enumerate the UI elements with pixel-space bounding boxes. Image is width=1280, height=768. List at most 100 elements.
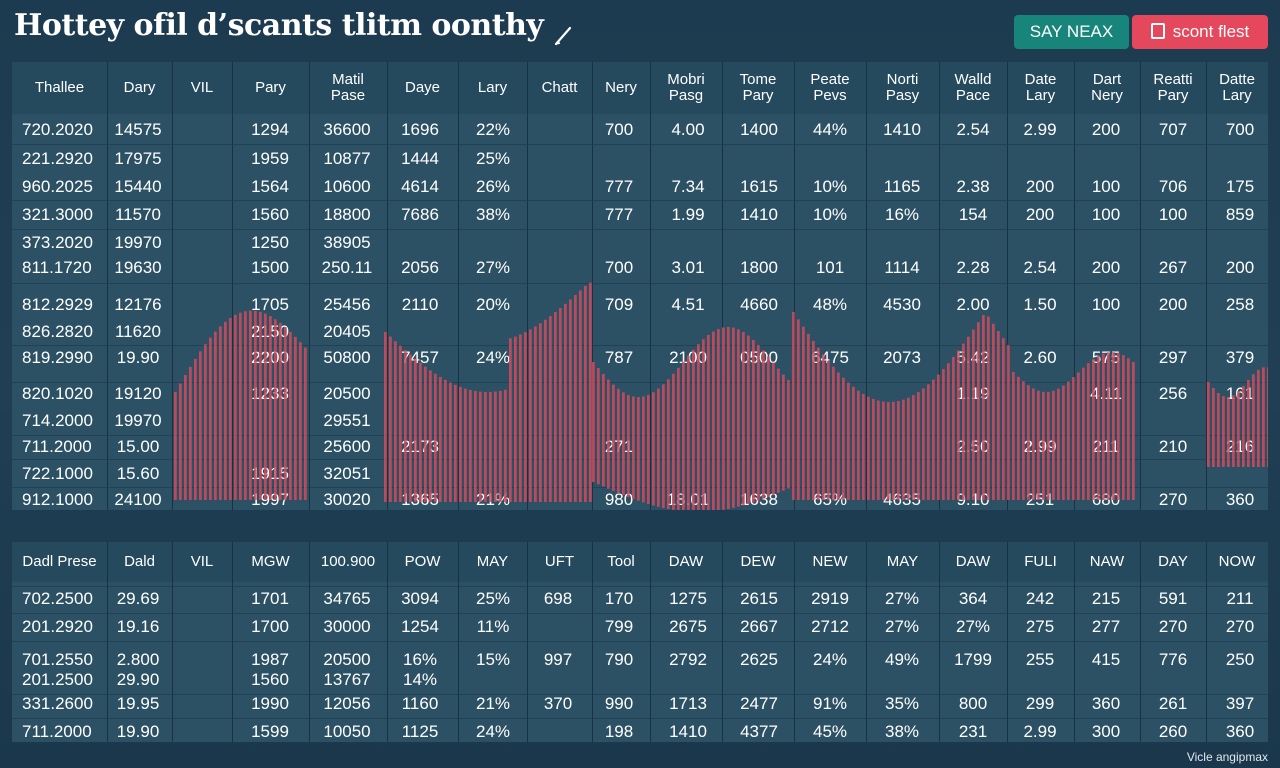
table-cell: 912.1000 <box>22 490 93 509</box>
table-cell: 198 <box>604 722 634 741</box>
column-header[interactable]: Reatti Pary <box>1153 71 1193 104</box>
table-cell: 2.800 <box>116 650 160 669</box>
column-header[interactable]: NOW <box>1218 553 1256 570</box>
table-cell: 2.00 <box>956 295 990 314</box>
table-cell: 2.60 <box>1023 348 1057 367</box>
column-header[interactable]: DAW <box>955 553 991 570</box>
row-separator <box>12 435 1268 436</box>
column-header[interactable]: UFT <box>544 553 575 570</box>
column-header[interactable]: NAW <box>1089 553 1125 570</box>
column-divider <box>1140 62 1141 510</box>
table-cell: 270 <box>1225 617 1255 636</box>
table-cell: 267 <box>1158 258 1188 277</box>
table-cell: 720.2020 <box>22 120 93 139</box>
table-cell: 1987 <box>251 650 289 669</box>
column-divider <box>232 62 233 510</box>
column-header[interactable]: Dald <box>124 553 155 570</box>
column-header[interactable]: Date Lary <box>1024 71 1057 104</box>
column-header[interactable]: Walld Pace <box>954 71 992 104</box>
table-cell: 1294 <box>251 120 289 139</box>
column-divider <box>650 62 651 510</box>
table-cell: 1997 <box>251 490 289 509</box>
table-cell: 277 <box>1091 617 1121 636</box>
column-header[interactable]: Tome Pary <box>739 71 777 104</box>
table-cell: 201.2920 <box>22 617 93 636</box>
column-header[interactable]: MAY <box>476 553 509 570</box>
column-header[interactable]: FULI <box>1024 553 1057 570</box>
table-cell: 2792 <box>669 650 707 669</box>
table-cell: 210 <box>1158 437 1188 456</box>
table-cell: 1365 <box>401 490 439 509</box>
scent-first-button[interactable]: scont flest <box>1132 15 1268 49</box>
table-cell: 26% <box>475 177 511 196</box>
table-cell: 300 <box>1091 722 1121 741</box>
column-header[interactable]: Lary <box>477 79 508 96</box>
row-separator <box>12 487 1268 488</box>
column-header[interactable]: Pary <box>255 79 286 96</box>
table-cell: 1560 <box>251 670 289 689</box>
column-header[interactable]: Nery <box>605 79 637 96</box>
table-cell: 700 <box>604 120 634 139</box>
table-cell: 1564 <box>251 177 289 196</box>
table-cell: 242 <box>1025 589 1055 608</box>
column-header[interactable]: Daye <box>404 79 441 96</box>
column-header[interactable]: Matil Pase <box>330 71 366 104</box>
row-separator <box>12 513 1268 514</box>
table-cell: 49% <box>884 650 920 669</box>
table-cell: 201.2500 <box>22 670 93 689</box>
column-header[interactable]: Datte Lary <box>1219 71 1255 104</box>
table-cell: 1275 <box>669 589 707 608</box>
table-cell: 11% <box>476 617 510 636</box>
table-cell: 16% <box>402 650 438 669</box>
table-cell: 4614 <box>401 177 439 196</box>
column-header[interactable]: Dadl Prese <box>22 553 97 570</box>
table-cell: 2100 <box>669 348 707 367</box>
table-cell: 161 <box>1225 384 1255 403</box>
table-cell: 1500 <box>251 258 289 277</box>
column-header[interactable]: MGW <box>251 553 290 570</box>
column-header[interactable]: VIL <box>190 553 214 570</box>
column-divider <box>387 542 388 742</box>
table-cell: 255 <box>1025 650 1055 669</box>
table-cell: 256 <box>1158 384 1188 403</box>
table-cell: 29551 <box>323 411 371 430</box>
table-cell: 714.2000 <box>22 411 93 430</box>
table-cell: 24% <box>475 722 511 741</box>
table-cell: 1615 <box>740 177 778 196</box>
column-divider <box>1074 542 1075 742</box>
column-header[interactable]: Dary <box>123 79 156 96</box>
column-header[interactable]: Chatt <box>541 79 578 96</box>
table-cell: 200 <box>1158 295 1188 314</box>
table-cell: 3.01 <box>671 258 705 277</box>
table-cell: 1233 <box>251 384 289 403</box>
row-separator <box>12 586 1268 587</box>
column-header[interactable]: Norti Pasy <box>885 71 920 104</box>
save-next-button[interactable]: SAY NEAX <box>1014 15 1129 49</box>
table-cell: 100 <box>1091 177 1121 196</box>
table-cell: 27% <box>955 617 991 636</box>
page-title: Hottey ofil d’scants tlitm oonthy <box>14 8 544 43</box>
table-cell: 711.2000 <box>22 437 92 456</box>
column-header[interactable]: Mobri Pasg <box>667 71 705 104</box>
column-header[interactable]: POW <box>404 553 441 570</box>
column-header[interactable]: 100.900 <box>320 553 376 570</box>
table-cell: 2150 <box>251 322 289 341</box>
column-header[interactable]: VIL <box>190 79 214 96</box>
table-cell: 200 <box>1091 120 1121 139</box>
column-header[interactable]: DAY <box>1158 553 1188 570</box>
table-cell: 1250 <box>251 233 289 252</box>
table-cell: 364 <box>958 589 988 608</box>
column-header[interactable]: Peate Pevs <box>810 71 850 104</box>
table-cell: 2.99 <box>1023 722 1057 741</box>
column-header[interactable]: DEW <box>740 553 776 570</box>
column-header[interactable]: NEW <box>812 553 848 570</box>
column-header[interactable]: DAW <box>668 553 704 570</box>
column-header[interactable]: Dart Nery <box>1091 71 1123 104</box>
column-header[interactable]: Tool <box>607 553 635 570</box>
column-header[interactable]: Thallee <box>34 79 85 96</box>
column-header[interactable]: MAY <box>886 553 919 570</box>
table-cell: 1696 <box>401 120 439 139</box>
table-cell: 1.50 <box>1023 295 1057 314</box>
data-table-bottom: Dadl Prese Dald VIL MGW 100.900 POW MAY UFT Tool… <box>12 542 1268 742</box>
